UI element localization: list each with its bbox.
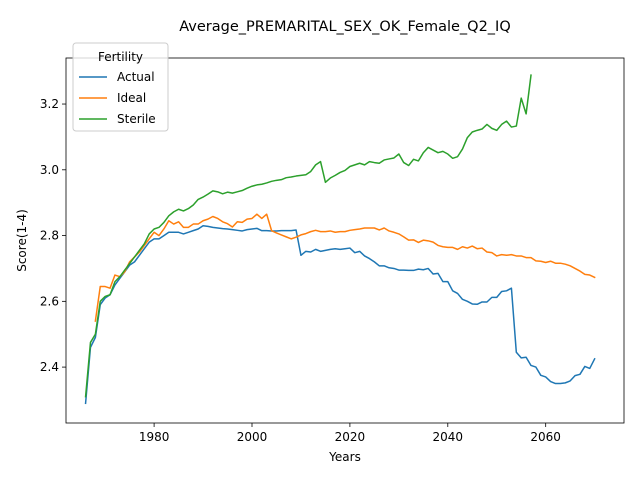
y-axis-label: Score(1-4) (15, 209, 29, 272)
legend-label-actual: Actual (117, 70, 155, 84)
series-line-ideal (94, 213, 596, 322)
legend-title: Fertility (98, 50, 143, 64)
legend-entries: Actual Ideal Sterile (79, 70, 156, 126)
chart-title: Average_PREMARITAL_SEX_OK_Female_Q2_IQ (179, 19, 511, 35)
y-tick-label: 3.2 (40, 97, 59, 111)
x-tick-label: 2060 (530, 430, 561, 444)
x-tick-label: 2020 (335, 430, 366, 444)
y-tick-label: 2.4 (40, 360, 59, 374)
y-axis: 2.4 2.6 2.8 3.0 3.2 (40, 97, 66, 374)
plot-frame (65, 57, 625, 424)
legend-box (72, 42, 169, 132)
legend-label-sterile: Sterile (117, 112, 156, 126)
series-layer (84, 74, 596, 405)
x-axis-label: Years (328, 450, 361, 464)
y-tick-label: 2.8 (40, 229, 59, 243)
series-line-actual (84, 224, 596, 405)
y-tick-label: 2.6 (40, 294, 59, 308)
x-tick-label: 1980 (139, 430, 170, 444)
x-tick-label: 2000 (237, 430, 268, 444)
legend-label-ideal: Ideal (117, 91, 146, 105)
y-tick-label: 3.0 (40, 163, 59, 177)
x-axis: 1980 2000 2020 2040 2060 (139, 423, 561, 444)
x-tick-label: 2040 (433, 430, 464, 444)
series-line-sterile (84, 74, 532, 398)
legend: Fertility Actual Ideal Sterile (72, 42, 169, 132)
